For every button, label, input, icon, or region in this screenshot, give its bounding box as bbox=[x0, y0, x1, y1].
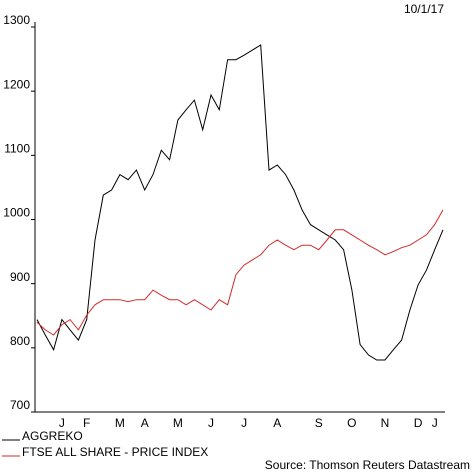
x-tick-label: S bbox=[315, 416, 323, 430]
y-tick-label: 700 bbox=[10, 398, 30, 412]
date-label: 10/1/17 bbox=[404, 2, 444, 16]
y-tick-label: 800 bbox=[10, 334, 30, 348]
x-tick-label: O bbox=[347, 416, 356, 430]
x-tick-label: A bbox=[273, 416, 281, 430]
legend-label: AGGREKO bbox=[22, 429, 83, 443]
source-note: Source: Thomson Reuters Datastream bbox=[265, 458, 470, 472]
x-tick-label: J bbox=[208, 416, 214, 430]
x-tick-label: D bbox=[414, 416, 423, 430]
x-tick-label: M bbox=[173, 416, 183, 430]
y-tick-label: 1000 bbox=[3, 206, 30, 220]
y-tick-label: 1300 bbox=[3, 13, 30, 27]
series-line bbox=[36, 44, 444, 361]
x-tick-label: J bbox=[432, 416, 438, 430]
legend-label: FTSE ALL SHARE - PRICE INDEX bbox=[22, 445, 208, 459]
x-tick-label: J bbox=[59, 416, 65, 430]
y-tick-label: 900 bbox=[10, 270, 30, 284]
x-tick-label: N bbox=[381, 416, 390, 430]
x-tick-label: J bbox=[241, 416, 247, 430]
x-tick-label: M bbox=[115, 416, 125, 430]
x-tick-label: A bbox=[141, 416, 149, 430]
y-tick-label: 1200 bbox=[3, 77, 30, 91]
series-line bbox=[36, 209, 444, 336]
y-tick-label: 1100 bbox=[4, 142, 30, 156]
x-tick-label: F bbox=[83, 416, 90, 430]
